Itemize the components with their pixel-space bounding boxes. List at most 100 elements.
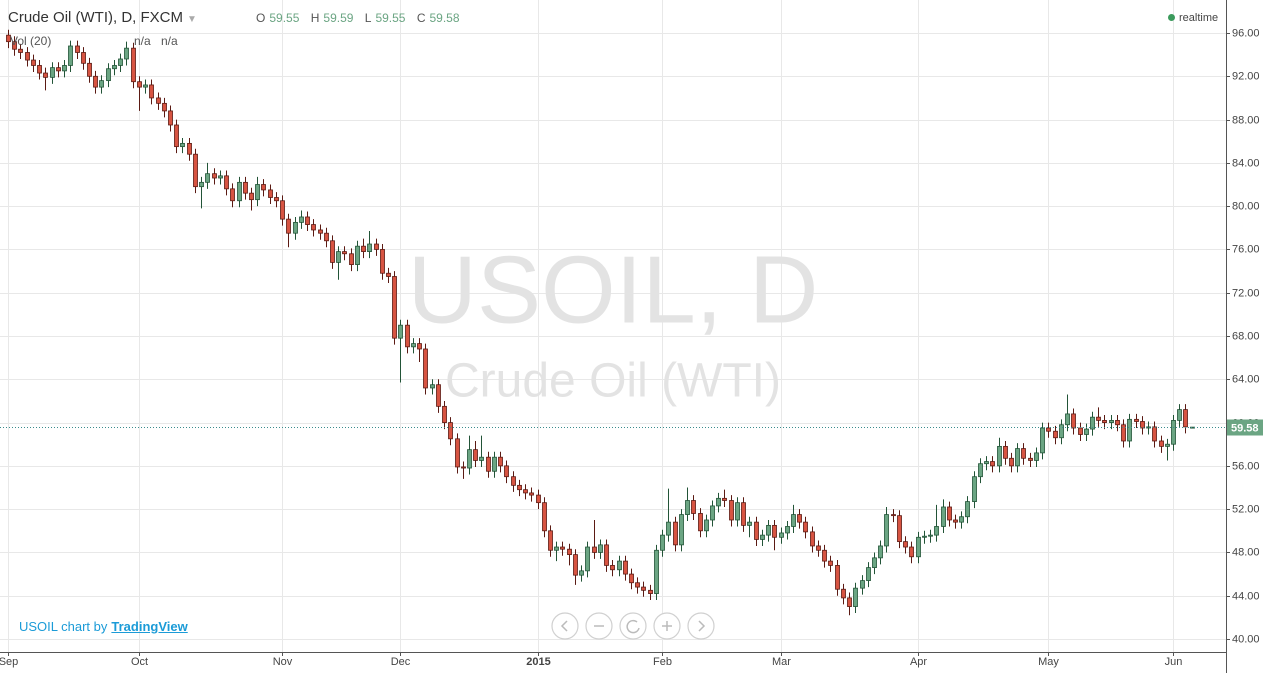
candle-body: [180, 142, 185, 148]
candle-body: [1102, 420, 1107, 423]
title-text: Crude Oil (WTI), D, FXCM: [8, 9, 183, 26]
candle-body: [342, 251, 347, 255]
icon: [662, 621, 672, 631]
candle-body: [685, 500, 690, 515]
candle-body: [430, 384, 435, 389]
candles: [0, 29, 1226, 616]
reset-button[interactable]: [619, 612, 647, 640]
candle-body: [261, 184, 266, 191]
candle-body: [1115, 420, 1120, 426]
indicator-name[interactable]: Vol (20): [10, 34, 52, 48]
candle-body: [218, 175, 223, 179]
candle-body: [293, 221, 298, 234]
candle-body: [349, 253, 354, 265]
candle-body: [660, 534, 665, 551]
candle-body: [1165, 443, 1170, 447]
ohlc-key: O: [256, 11, 266, 25]
candle-body: [959, 516, 964, 523]
candle-body: [1152, 426, 1157, 442]
candle-body: [673, 521, 678, 546]
y-tick-label: 40.00: [1232, 633, 1260, 645]
candle-body: [1084, 428, 1089, 435]
candle-body: [779, 532, 784, 538]
candle-body: [318, 229, 323, 234]
candle-body: [473, 449, 478, 461]
candle-body: [997, 445, 1002, 467]
candle-body: [953, 519, 958, 523]
y-tick-label: 84.00: [1232, 157, 1260, 169]
scroll-right-button[interactable]: [687, 612, 715, 640]
x-tick-label: Nov: [273, 656, 293, 668]
candle-body: [878, 545, 883, 559]
candle-body: [212, 173, 217, 179]
candle-body: [1183, 409, 1188, 428]
y-tick-label: 56.00: [1232, 460, 1260, 472]
candle-body: [523, 489, 528, 494]
candle-body: [585, 546, 590, 572]
candle-body: [305, 216, 310, 225]
candle-body: [884, 514, 889, 547]
candle-body: [1040, 427, 1045, 454]
x-tick-label: Dec: [391, 656, 411, 668]
candle-body: [87, 62, 92, 77]
candle-body: [1015, 448, 1020, 467]
symbol-title[interactable]: Crude Oil (WTI), D, FXCM ▼: [8, 9, 197, 26]
candle-body: [168, 110, 173, 126]
y-tick-label: 96.00: [1232, 27, 1260, 39]
status-dot: [1168, 14, 1175, 21]
candle-body: [124, 47, 129, 60]
candle-body: [230, 188, 235, 202]
candle-body: [1090, 416, 1095, 430]
candle-body: [149, 84, 154, 99]
candle-body: [68, 45, 73, 66]
candle-body: [529, 492, 534, 496]
credit-link[interactable]: TradingView: [111, 619, 188, 634]
candle-body: [6, 34, 11, 43]
candle-body: [816, 545, 821, 551]
ohlc-key: C: [416, 11, 426, 25]
candle-body: [1134, 418, 1139, 422]
y-tick-label: 88.00: [1232, 114, 1260, 126]
candle-body: [199, 181, 204, 188]
candle-body: [511, 476, 516, 486]
candle-body: [367, 243, 372, 253]
candle-body: [50, 67, 55, 78]
ohlc-value: 59.58: [429, 11, 460, 25]
candle-body: [324, 232, 329, 242]
candle-body: [1121, 424, 1126, 442]
candle-body: [803, 521, 808, 533]
candle-body: [143, 84, 148, 88]
candle-body: [629, 573, 634, 584]
candle-body: [679, 514, 684, 546]
y-tick-label: 48.00: [1232, 546, 1260, 558]
ohlc-key: H: [310, 11, 320, 25]
candle-body: [1127, 418, 1132, 442]
candle-body: [286, 218, 291, 234]
candle-body: [81, 52, 86, 64]
candle-body: [18, 48, 23, 53]
icon: [560, 620, 568, 632]
candle-body: [442, 405, 447, 423]
candle-body: [1096, 416, 1101, 421]
candle-body: [174, 124, 179, 148]
scroll-left-button[interactable]: [551, 612, 579, 640]
watermark-name: Crude Oil (WTI): [445, 355, 781, 408]
candle-body: [536, 494, 541, 504]
candle-body: [741, 502, 746, 526]
candle-body: [710, 505, 715, 521]
candle-body: [791, 514, 796, 527]
grid: [0, 0, 1226, 652]
candle-body: [623, 560, 628, 575]
icon: [626, 619, 640, 634]
candle-body: [573, 554, 578, 576]
candle-body: [810, 531, 815, 547]
x-tick-label: Mar: [772, 656, 791, 668]
candle-body: [1071, 413, 1076, 429]
candle-body: [361, 245, 366, 253]
candle-body: [641, 586, 646, 591]
candle-body: [610, 565, 615, 571]
candle-body: [891, 514, 896, 517]
y-tick-label: 80.00: [1232, 200, 1260, 212]
